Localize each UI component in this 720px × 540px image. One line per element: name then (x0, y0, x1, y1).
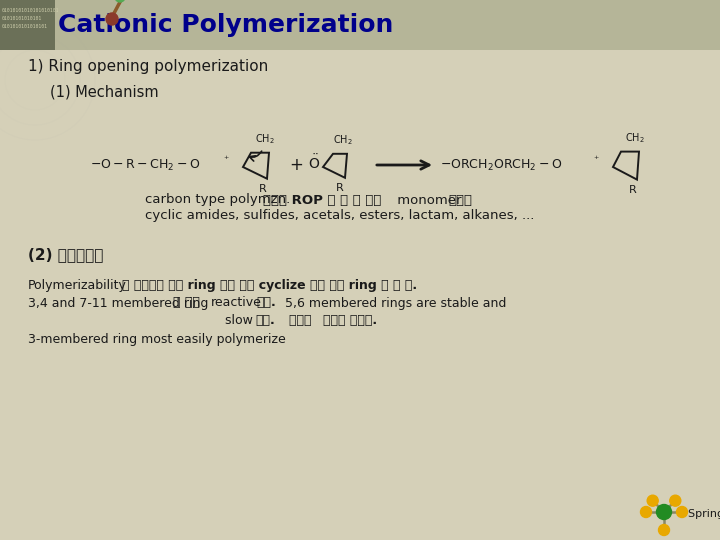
Text: carbon type polymzn.: carbon type polymzn. (145, 193, 294, 206)
Text: 5,6 membered rings are stable and: 5,6 membered rings are stable and (281, 296, 506, 309)
Text: (1) Mechanism: (1) Mechanism (50, 84, 158, 99)
Text: 01010101010101010101: 01010101010101010101 (2, 8, 60, 12)
Text: 이러한 ROP 를 할 수 있는: 이러한 ROP 를 할 수 있는 (263, 193, 382, 206)
Text: $\mathrm{CH_2}$: $\mathrm{CH_2}$ (255, 132, 275, 146)
Text: R: R (259, 184, 267, 194)
Circle shape (115, 0, 125, 2)
Circle shape (670, 495, 681, 506)
Text: monomer: monomer (393, 193, 466, 206)
Text: +: + (289, 156, 303, 174)
Text: Spring 2004: Spring 2004 (688, 509, 720, 519)
Text: 3,4 and 7-11 membered ring: 3,4 and 7-11 membered ring (28, 296, 212, 309)
Text: R: R (629, 185, 637, 194)
Text: R: R (336, 183, 344, 193)
Text: $-\mathrm{O}-\mathrm{R}-\mathrm{CH_2}-\mathrm{O}$: $-\mathrm{O}-\mathrm{R}-\mathrm{CH_2}-\m… (90, 158, 200, 173)
Text: 하다.: 하다. (256, 296, 276, 309)
Circle shape (647, 495, 658, 506)
Text: $^+$: $^+$ (222, 154, 230, 164)
Text: 3-membered ring most easily polymerize: 3-membered ring most easily polymerize (28, 333, 286, 346)
Circle shape (657, 504, 672, 519)
Text: 그러나: 그러나 (285, 314, 315, 327)
Circle shape (659, 524, 670, 536)
Text: Cationic Polymerization: Cationic Polymerization (58, 13, 393, 37)
Text: 이 가장: 이 가장 (173, 296, 204, 309)
Text: $-\mathrm{ORCH_2ORCH_2}-\mathrm{O}$: $-\mathrm{ORCH_2ORCH_2}-\mathrm{O}$ (440, 158, 562, 173)
Text: 0101010101010101: 0101010101010101 (2, 24, 48, 29)
Text: cyclic amides, sulfides, acetals, esters, lactam, alkanes, ...: cyclic amides, sulfides, acetals, esters… (145, 208, 534, 221)
Text: 중합.: 중합. (255, 314, 275, 327)
Circle shape (106, 13, 118, 25)
Bar (0, 0, 720, 50)
Text: 는 안정하지 않은 ring 또는 쉬게 cyclize 하지 않는 ring 이 잘 된.: 는 안정하지 않은 ring 또는 쉬게 cyclize 하지 않는 ring … (122, 279, 417, 292)
Text: (2) 중합가능성: (2) 중합가능성 (28, 247, 104, 262)
Text: $\mathrm{CH_2}$: $\mathrm{CH_2}$ (333, 133, 353, 147)
Text: $\ddot{\mathrm{O}}$: $\ddot{\mathrm{O}}$ (308, 154, 320, 172)
Text: Polymerizability: Polymerizability (28, 279, 127, 292)
Text: 01010101010101: 01010101010101 (2, 16, 42, 21)
Circle shape (677, 507, 688, 517)
Text: 1) Ring opening polymerization: 1) Ring opening polymerization (28, 59, 269, 75)
Text: 중합은 가능함.: 중합은 가능함. (323, 314, 377, 327)
Bar (0, 0, 55, 50)
Text: slow: slow (225, 314, 257, 327)
Text: $^+$: $^+$ (592, 154, 600, 164)
Text: $\mathrm{CH_2}$: $\mathrm{CH_2}$ (625, 131, 645, 145)
Text: 듰로는: 듰로는 (448, 193, 472, 206)
Text: reactive: reactive (211, 296, 262, 309)
Circle shape (641, 507, 652, 517)
